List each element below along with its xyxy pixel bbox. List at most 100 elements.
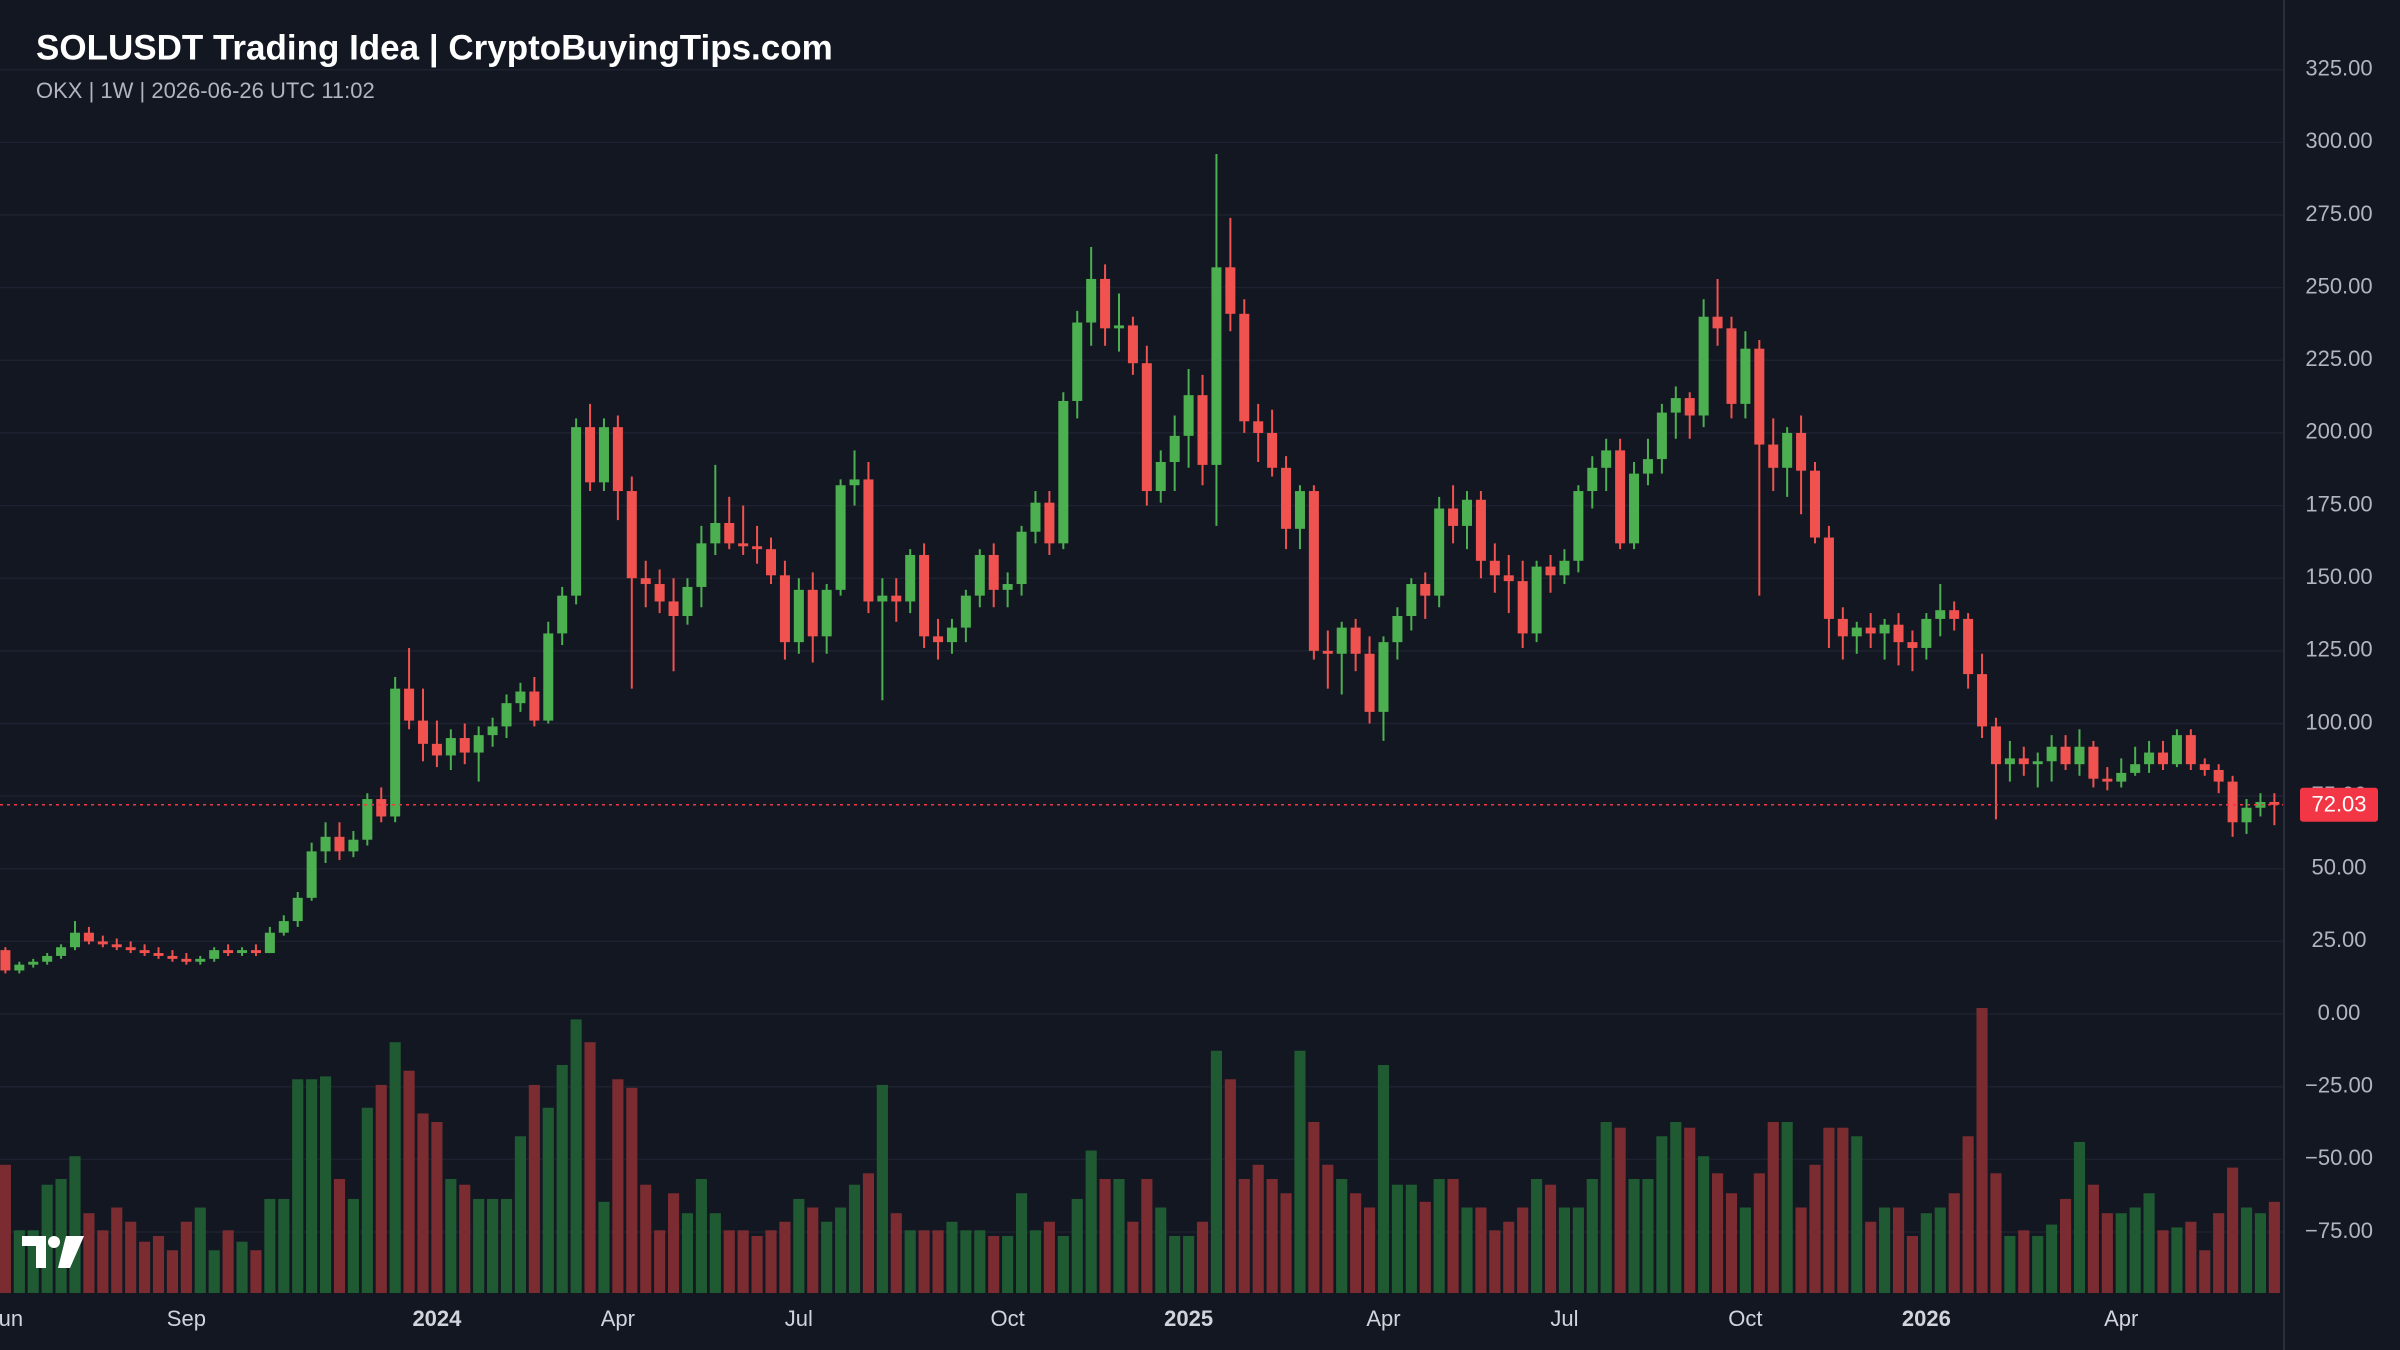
volume-bar	[1113, 1179, 1125, 1293]
x-tick-label: Oct	[991, 1306, 1025, 1331]
volume-bar	[1670, 1122, 1682, 1293]
candle-body	[2227, 781, 2238, 823]
candle-body	[1308, 491, 1319, 651]
volume-bar	[1336, 1179, 1348, 1293]
volume-bar	[2157, 1230, 2169, 1293]
volume-bar	[487, 1198, 499, 1293]
candle-body	[1489, 560, 1500, 576]
candle-body	[237, 950, 248, 954]
volume-bar	[2213, 1213, 2225, 1293]
volume-bar	[1865, 1221, 1877, 1293]
volume-bar	[431, 1122, 443, 1293]
volume-bar	[1280, 1193, 1292, 1293]
candle-body	[1656, 412, 1667, 460]
volume-bar	[111, 1207, 123, 1293]
candle-body	[1921, 618, 1932, 648]
x-tick-label: Apr	[2104, 1306, 2138, 1331]
candle-body	[125, 947, 136, 951]
y-tick-label: 50.00	[2311, 855, 2366, 880]
candle-body	[793, 589, 804, 643]
candle-body	[1406, 584, 1417, 616]
candle-body	[710, 523, 721, 544]
volume-bar	[41, 1184, 53, 1293]
volume-bar	[1127, 1221, 1139, 1293]
candle-body	[1615, 450, 1626, 544]
last-price-label: 72.03	[2311, 792, 2366, 817]
volume-bar	[626, 1087, 638, 1293]
volume-bar	[194, 1207, 206, 1293]
candle-body	[960, 595, 971, 628]
candle-body	[1141, 363, 1152, 492]
candle-body	[139, 950, 150, 954]
candle-body	[1949, 610, 1960, 619]
candle-body	[765, 549, 777, 576]
candle-body	[0, 950, 11, 971]
x-tick-label: Jul	[1550, 1306, 1578, 1331]
candle-body	[111, 944, 122, 948]
volume-bar	[166, 1250, 179, 1293]
volume-bar	[1433, 1179, 1445, 1293]
volume-bar	[1544, 1184, 1557, 1293]
volume-bar	[333, 1179, 346, 1293]
volume-bar	[1558, 1207, 1571, 1293]
volume-bar	[2185, 1221, 2197, 1293]
candle-body	[2157, 752, 2169, 765]
volume-bar	[793, 1198, 805, 1293]
volume-bar	[1057, 1236, 1069, 1293]
candle-body	[2241, 807, 2252, 823]
candle-body	[1893, 624, 1904, 643]
volume-bar	[222, 1230, 234, 1293]
volume-bar	[97, 1230, 109, 1293]
volume-bar	[55, 1179, 67, 1293]
candle-body	[835, 485, 846, 590]
volume-bar	[2171, 1227, 2183, 1293]
candle-body	[2102, 778, 2113, 782]
x-tick-label: 2026	[1902, 1306, 1951, 1331]
candle-body	[28, 961, 39, 965]
volume-bar	[236, 1241, 248, 1293]
volume-bar	[1294, 1050, 1306, 1293]
candle-body	[445, 738, 456, 756]
candle-body	[543, 633, 554, 721]
candle-body	[2074, 746, 2085, 765]
candle-body	[724, 523, 735, 544]
volume-bar	[835, 1207, 847, 1293]
volume-bar	[2059, 1198, 2072, 1293]
volume-bar	[1210, 1050, 1223, 1293]
x-tick-label: 2024	[412, 1306, 462, 1331]
candle-body	[1336, 627, 1347, 654]
volume-bar	[807, 1207, 819, 1293]
volume-bar	[1461, 1207, 1473, 1293]
volume-bar	[1071, 1198, 1083, 1293]
last-price-box	[2300, 787, 2378, 822]
volume-bar	[1419, 1201, 1431, 1293]
volume-bar	[1238, 1179, 1250, 1293]
volume-bar	[1531, 1179, 1543, 1293]
volume-bar	[1837, 1127, 1849, 1293]
y-tick-label: 100.00	[2305, 709, 2372, 734]
volume-bar	[1948, 1193, 1960, 1293]
candle-body	[487, 726, 498, 736]
candle-body	[1322, 650, 1333, 654]
y-tick-label: 275.00	[2305, 201, 2372, 226]
candle-body	[612, 427, 623, 492]
volume-bar	[1698, 1156, 1710, 1293]
volume-bar	[848, 1184, 861, 1293]
volume-bar	[347, 1198, 359, 1293]
volume-bar	[1725, 1193, 1738, 1293]
volume-bar	[1684, 1127, 1696, 1293]
candle-body	[682, 586, 693, 616]
volume-bar	[306, 1079, 318, 1293]
volume-bar	[2268, 1201, 2280, 1293]
volume-bar	[695, 1179, 707, 1293]
candle-body	[1823, 537, 1834, 619]
volume-bar	[2199, 1250, 2211, 1293]
candle-body	[334, 836, 345, 852]
candle-body	[529, 691, 540, 721]
candle-body	[877, 595, 888, 602]
candle-body	[1044, 502, 1055, 544]
candle-body	[1990, 726, 2001, 765]
volume-bar	[1391, 1184, 1403, 1293]
